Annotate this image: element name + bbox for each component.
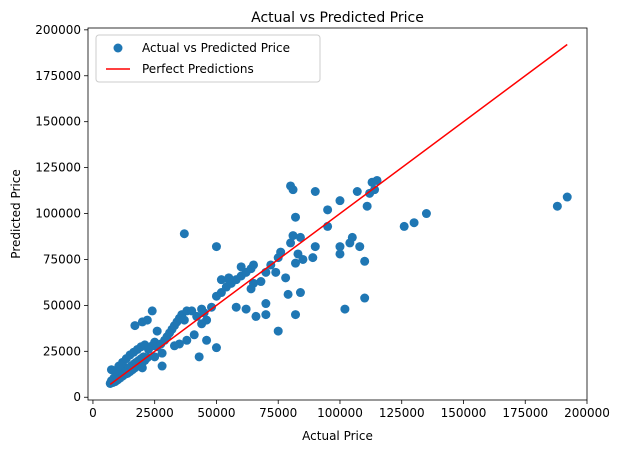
scatter-point [288,185,298,195]
legend: Actual vs Predicted Price Perfect Predict… [95,34,321,83]
scatter-point [335,249,345,259]
scatter-point [347,232,357,242]
scatter-point [147,306,157,316]
scatter-point [169,341,179,351]
scatter-point [231,302,241,312]
y-tick-label: 50000 [43,298,81,312]
scatter-point [189,330,199,340]
x-tick-label: 100000 [317,406,363,420]
scatter-point [552,201,562,211]
plot-area [87,27,588,401]
scatter-point [295,232,305,242]
scatter-point [179,229,189,239]
scatter-point [370,185,380,195]
scatter-point [291,258,301,268]
x-tick-label: 200000 [564,406,610,420]
scatter-point [249,260,259,270]
legend-box [95,34,321,83]
x-axis-label: Actual Price [302,429,373,443]
scatter-point [211,343,221,353]
scatter-point [216,275,226,285]
scatter-point [157,348,167,358]
scatter-point [276,247,286,257]
scatter-point [355,242,365,252]
scatter-point [182,335,192,345]
y-axis: 0 25000 50000 75000 100000 125000 150000 175000… [35,23,88,404]
scatter-point [295,288,305,298]
y-tick-label: 175000 [35,69,81,83]
scatter-point [150,352,160,362]
series-layer [105,43,572,388]
scatter-point [251,311,261,321]
scatter-point [310,242,320,252]
y-tick-label: 75000 [43,252,81,266]
scatter-point [194,352,204,362]
x-tick-label: 25000 [136,406,174,420]
scatter-point [241,304,251,314]
scatter-point [310,186,320,196]
y-tick-label: 200000 [35,23,81,37]
y-tick-label: 100000 [35,207,81,221]
scatter-point [207,302,217,312]
x-tick-label: 50000 [197,406,235,420]
y-tick-label: 125000 [35,161,81,175]
scatter-point [362,201,372,211]
scatter-point [271,267,281,277]
x-axis: 0 25000 50000 75000 100000 125000 150000 175000… [89,400,610,420]
y-tick-label: 0 [73,390,81,404]
chart-title: Actual vs Predicted Price [251,10,424,26]
perfect-predictions-line [109,43,568,385]
scatter-point [157,361,167,371]
scatter-point [211,242,221,252]
legend-label: Perfect Predictions [142,62,254,76]
scatter-point [298,254,308,264]
scatter-point [360,293,370,303]
scatter-point [142,315,152,325]
x-tick-label: 75000 [259,406,297,420]
scatter-point [273,326,283,336]
scatter-point [421,209,431,219]
scatter-point [202,335,212,345]
scatter-point [372,175,382,185]
scatter-point [335,242,345,252]
x-tick-label: 125000 [379,406,425,420]
scatter-point [199,308,209,318]
scatter-point [399,221,409,231]
scatter-point [179,315,189,325]
y-axis-label: Predicted Price [9,169,23,258]
scatter-point [288,231,298,241]
scatter-point [261,310,271,320]
x-tick-label: 0 [89,406,97,420]
x-tick-label: 150000 [441,406,487,420]
y-tick-label: 150000 [35,115,81,129]
legend-label: Actual vs Predicted Price [142,41,290,55]
scatter-point [291,310,301,320]
scatter-point [409,218,419,228]
y-tick-label: 25000 [43,344,81,358]
scatter-point [340,304,350,314]
scatter-point [130,321,140,331]
scatter-point [323,205,333,215]
scatter-point [283,289,293,299]
scatter-point [360,256,370,266]
scatter-point [256,277,266,287]
scatter-point [352,186,362,196]
scatter-point [335,196,345,206]
scatter-point [261,299,271,309]
scatter-point [562,192,572,202]
scatter-point [137,363,147,373]
scatter-point [224,273,234,283]
scatter-point [281,273,291,283]
scatter-point [152,326,162,336]
x-tick-label: 175000 [502,406,548,420]
scatter-point [236,262,246,272]
legend-marker-scatter [113,43,123,53]
scatter-point [308,253,318,263]
scatter-point [286,238,296,248]
scatter-point [197,319,207,329]
scatter-point [249,278,259,288]
scatter-point [291,212,301,222]
